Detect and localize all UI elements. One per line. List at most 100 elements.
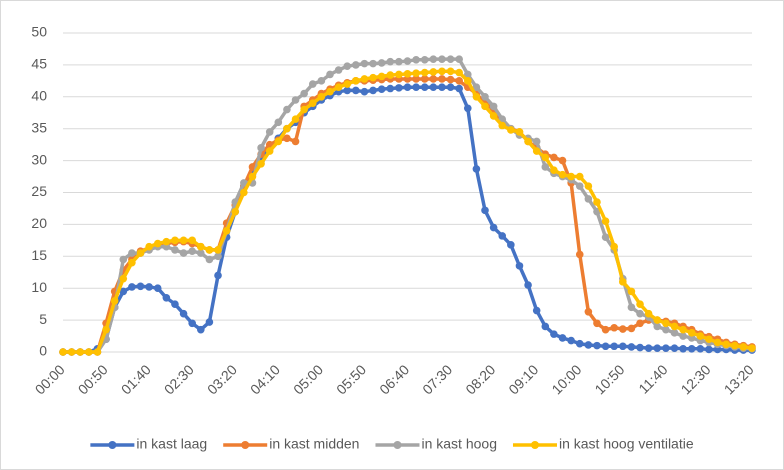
data-point (610, 242, 618, 251)
data-point (653, 316, 662, 324)
data-point (119, 255, 128, 264)
data-point (274, 137, 283, 146)
data-point (653, 344, 662, 352)
data-point (550, 166, 558, 174)
data-point (455, 68, 463, 77)
data-point (222, 226, 231, 235)
data-point (179, 249, 188, 257)
data-point (283, 134, 291, 143)
data-point (214, 246, 222, 254)
data-point (360, 59, 369, 68)
data-point (420, 68, 429, 77)
legend-label: in kast hoog (421, 436, 497, 452)
data-point (85, 348, 93, 356)
data-point (162, 237, 171, 246)
y-tick-label: 40 (31, 88, 47, 104)
data-point (136, 249, 145, 257)
data-point (679, 332, 687, 340)
data-point (524, 281, 532, 289)
y-tick-label: 0 (39, 343, 47, 359)
data-point (627, 324, 636, 333)
data-point (283, 105, 291, 114)
data-point (636, 319, 644, 328)
data-point (274, 118, 283, 127)
data-point (515, 128, 524, 136)
data-point (610, 323, 618, 332)
data-point (575, 250, 584, 259)
data-point (386, 57, 395, 66)
data-point (446, 83, 455, 92)
data-point (601, 325, 610, 334)
data-point (145, 283, 153, 291)
data-point (412, 75, 420, 83)
data-point (429, 83, 438, 92)
data-point (722, 340, 730, 349)
data-point (412, 83, 420, 92)
data-point (472, 83, 481, 92)
data-point (377, 85, 386, 93)
data-point (627, 287, 636, 296)
data-point (395, 84, 403, 92)
y-tick-label: 30 (31, 151, 47, 167)
data-point (575, 182, 584, 190)
data-point (584, 195, 593, 203)
legend-marker (530, 441, 539, 449)
data-point (420, 83, 429, 92)
data-point (291, 137, 300, 146)
y-tick-label: 20 (31, 215, 47, 231)
data-point (76, 348, 85, 356)
data-point (507, 126, 515, 134)
data-point (317, 93, 326, 101)
legend-marker (108, 441, 117, 449)
data-point (601, 217, 610, 226)
legend-marker (393, 441, 402, 449)
y-tick-label: 35 (31, 119, 47, 135)
data-point (300, 105, 308, 114)
data-point (205, 318, 214, 326)
data-point (481, 93, 489, 101)
data-point (593, 198, 601, 206)
data-point (670, 344, 679, 352)
data-point (489, 223, 498, 232)
data-point (463, 77, 472, 85)
data-point (231, 207, 240, 216)
data-point (257, 159, 265, 168)
data-point (481, 102, 489, 111)
data-point (472, 165, 481, 173)
data-point (119, 287, 128, 296)
y-tick-label: 50 (31, 24, 47, 40)
data-point (326, 70, 334, 79)
data-point (705, 335, 713, 344)
data-point (489, 112, 498, 120)
data-point (429, 75, 438, 83)
data-point (386, 84, 395, 93)
data-point (153, 239, 162, 248)
data-point (291, 96, 300, 104)
data-point (636, 343, 644, 352)
data-point (662, 344, 670, 352)
data-point (446, 55, 455, 63)
y-tick-label: 5 (39, 311, 47, 327)
data-point (308, 99, 317, 107)
data-point (412, 55, 420, 64)
data-point (446, 67, 455, 76)
data-point (283, 124, 291, 133)
y-tick-label: 10 (31, 279, 47, 295)
data-point (748, 344, 756, 352)
data-point (567, 172, 575, 181)
data-point (524, 137, 532, 146)
data-point (584, 182, 593, 190)
data-point (205, 255, 214, 264)
data-point (326, 87, 334, 96)
data-point (420, 55, 429, 64)
data-point (334, 66, 343, 74)
data-point (248, 172, 257, 181)
data-point (481, 206, 489, 215)
data-point (240, 188, 248, 197)
data-point (257, 144, 265, 152)
data-point (558, 156, 567, 165)
data-point (145, 242, 153, 251)
data-point (627, 343, 636, 351)
data-point (670, 329, 679, 337)
data-point (395, 57, 403, 66)
